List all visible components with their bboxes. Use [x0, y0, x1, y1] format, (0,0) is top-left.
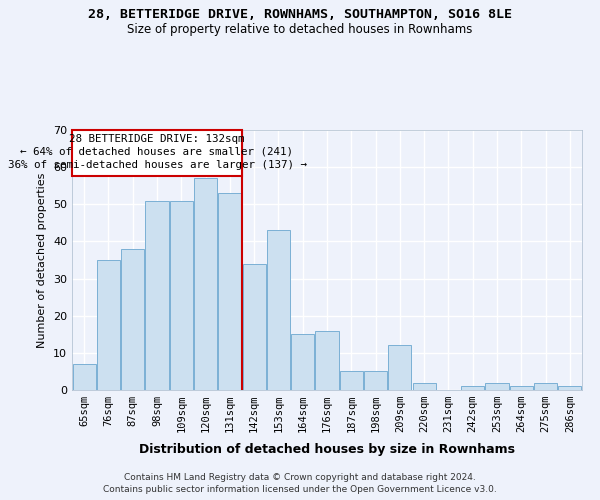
Text: 28, BETTERIDGE DRIVE, ROWNHAMS, SOUTHAMPTON, SO16 8LE: 28, BETTERIDGE DRIVE, ROWNHAMS, SOUTHAMP… — [88, 8, 512, 20]
Bar — [316, 330, 338, 390]
Y-axis label: Number of detached properties: Number of detached properties — [37, 172, 47, 348]
Bar — [73, 364, 95, 390]
Bar — [388, 346, 412, 390]
Bar — [291, 334, 314, 390]
Bar — [340, 372, 363, 390]
Bar — [559, 386, 581, 390]
Text: Contains HM Land Registry data © Crown copyright and database right 2024.: Contains HM Land Registry data © Crown c… — [124, 472, 476, 482]
Text: 28 BETTERIDGE DRIVE: 132sqm: 28 BETTERIDGE DRIVE: 132sqm — [69, 134, 245, 144]
Bar — [510, 386, 533, 390]
Text: Size of property relative to detached houses in Rownhams: Size of property relative to detached ho… — [127, 22, 473, 36]
Bar — [364, 372, 387, 390]
FancyBboxPatch shape — [72, 130, 242, 176]
Bar — [267, 230, 290, 390]
Text: ← 64% of detached houses are smaller (241): ← 64% of detached houses are smaller (24… — [20, 146, 293, 156]
Bar — [194, 178, 217, 390]
Bar — [97, 260, 120, 390]
Bar — [170, 200, 193, 390]
Bar — [145, 200, 169, 390]
Bar — [413, 382, 436, 390]
Bar — [534, 382, 557, 390]
Bar — [461, 386, 484, 390]
Bar — [485, 382, 509, 390]
Text: Distribution of detached houses by size in Rownhams: Distribution of detached houses by size … — [139, 442, 515, 456]
Bar — [121, 249, 144, 390]
Bar — [218, 193, 241, 390]
Bar — [242, 264, 266, 390]
Text: 36% of semi-detached houses are larger (137) →: 36% of semi-detached houses are larger (… — [7, 160, 307, 170]
Text: Contains public sector information licensed under the Open Government Licence v3: Contains public sector information licen… — [103, 485, 497, 494]
